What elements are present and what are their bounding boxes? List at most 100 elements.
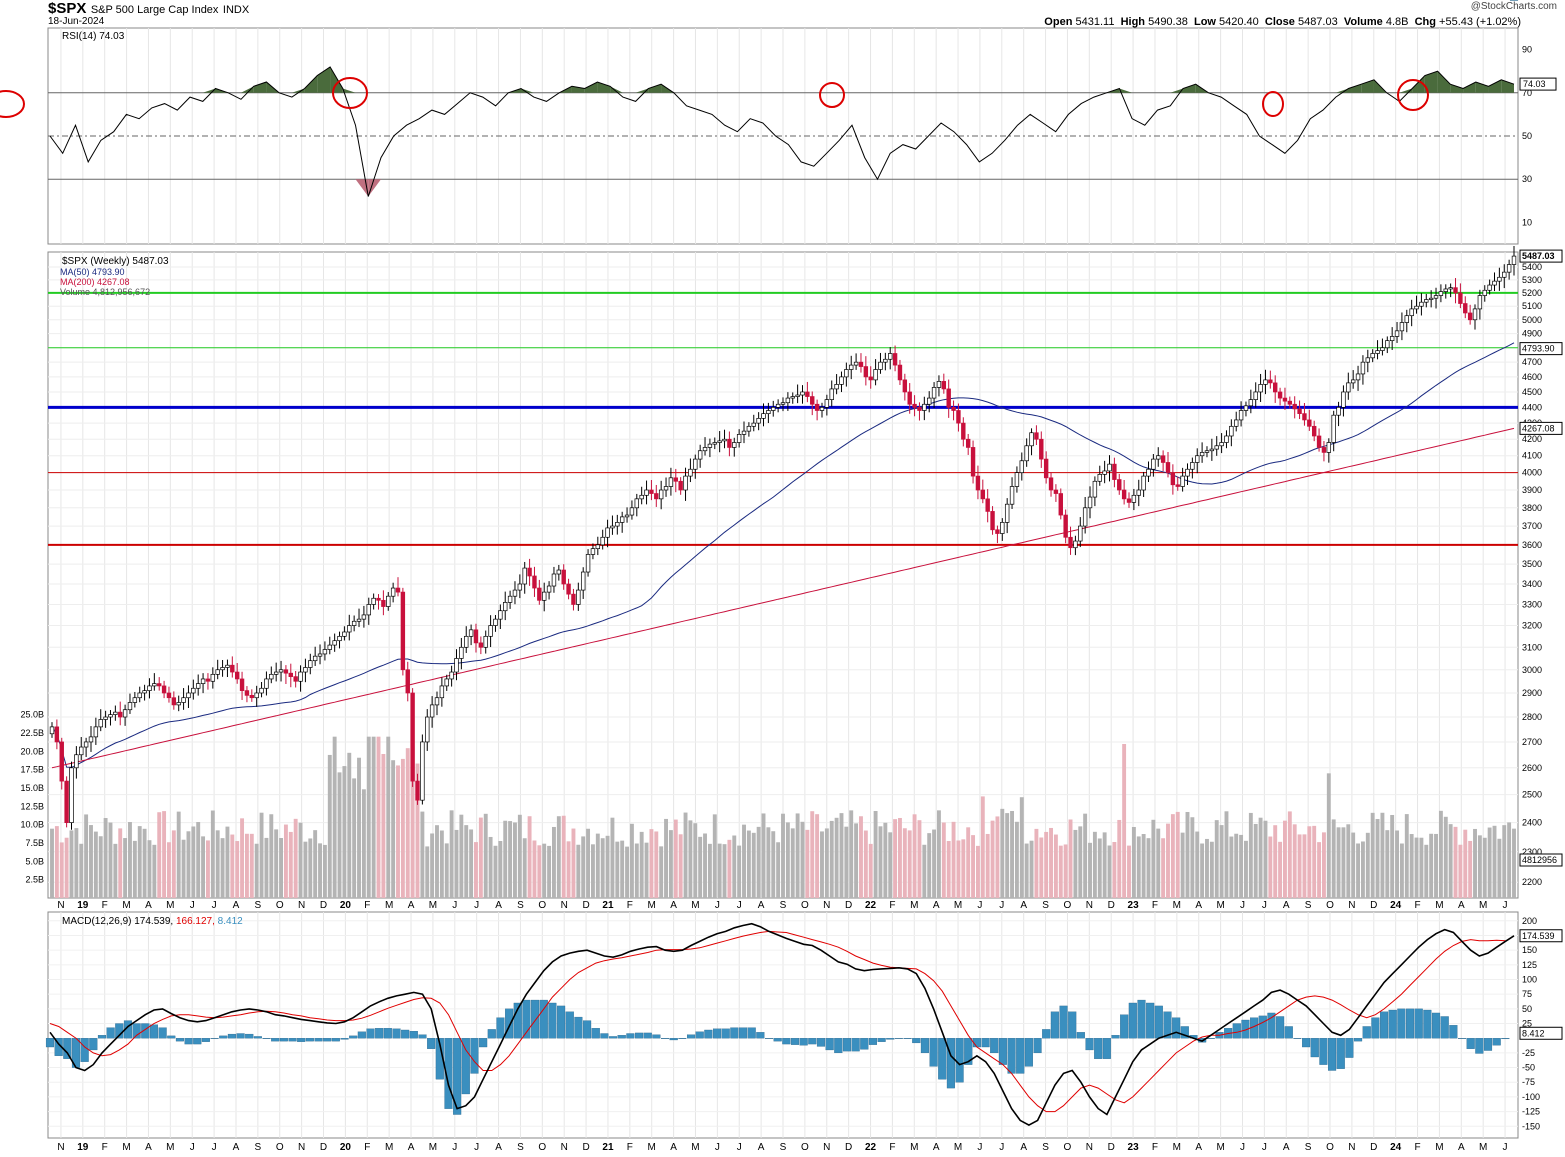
macd-histogram-bar xyxy=(1206,1038,1215,1039)
rsi-tick-label: 90 xyxy=(1522,45,1532,55)
macd-month-label: S xyxy=(517,1142,524,1153)
macd-month-label: F xyxy=(627,1142,633,1153)
macd-histogram-bar xyxy=(245,1033,254,1039)
volume-bar xyxy=(89,825,93,898)
macd-tick-label: 150 xyxy=(1522,945,1537,955)
price-tick-label: 2500 xyxy=(1522,790,1542,800)
candle-body xyxy=(317,653,323,657)
volume-bar xyxy=(1414,837,1419,898)
volume-bar xyxy=(1370,812,1375,898)
volume-bar xyxy=(244,833,249,898)
volume-bar xyxy=(1029,840,1034,898)
volume-bar xyxy=(132,840,137,898)
rsi-oversold-fill xyxy=(368,179,381,197)
candle-body xyxy=(883,358,888,363)
macd-histogram-bar xyxy=(539,999,548,1039)
macd-histogram-bar xyxy=(1302,1038,1311,1048)
macd-histogram-bar xyxy=(184,1038,193,1045)
candle-body xyxy=(381,599,386,607)
candle-body xyxy=(580,571,586,591)
candle-body xyxy=(975,475,981,491)
candle-body xyxy=(668,477,674,487)
volume-bar xyxy=(995,816,1000,898)
volume-bar xyxy=(123,838,128,898)
volume-bar xyxy=(873,811,878,898)
price-tick-label: 3900 xyxy=(1522,485,1542,495)
macd-tick-label: -50 xyxy=(1522,1063,1535,1073)
macd-histogram-bar xyxy=(167,1035,176,1039)
volume-bar xyxy=(1088,842,1092,898)
price-tick-label: 3600 xyxy=(1522,540,1542,550)
macd-month-label: 19 xyxy=(77,1142,89,1153)
volume-bar xyxy=(678,834,683,898)
volume-label: Volume xyxy=(1343,16,1383,28)
macd-histogram-bar xyxy=(738,1027,748,1039)
rsi-tick-label: 10 xyxy=(1522,217,1532,227)
rsi-overbought-fill xyxy=(1119,88,1133,93)
volume-bar xyxy=(1044,831,1049,898)
candle-body xyxy=(819,407,825,411)
candle-body xyxy=(824,399,830,408)
macd-histogram-bar xyxy=(1137,999,1146,1039)
volume-bar xyxy=(746,830,751,898)
candle-body xyxy=(926,397,932,405)
macd-histogram-bar xyxy=(1440,1016,1449,1039)
candle-body xyxy=(439,685,445,699)
candle-body xyxy=(839,376,844,385)
volume-bar xyxy=(849,810,854,898)
volume-bar xyxy=(1297,834,1302,898)
price-legend: $SPX (Weekly) 5487.03 xyxy=(62,256,169,267)
rsi-overbought-fill xyxy=(1488,79,1502,93)
volume-bar xyxy=(902,828,907,898)
volume-bar xyxy=(342,766,347,898)
macd-month-label: J xyxy=(452,1142,457,1153)
candle-body xyxy=(644,489,649,496)
candle-body xyxy=(1273,382,1278,393)
volume-bar xyxy=(98,836,103,898)
rsi-overbought-fill xyxy=(648,84,662,93)
candle-body xyxy=(766,410,771,414)
macd-histogram-bar xyxy=(288,1038,297,1042)
price-month-label: A xyxy=(145,900,152,911)
annotation-circle xyxy=(819,82,845,108)
security-name: S&P 500 Large Cap Index xyxy=(90,4,219,16)
volume-bar xyxy=(1385,830,1390,898)
candle-body xyxy=(254,692,259,699)
low-label: Low xyxy=(1193,16,1216,28)
macd-month-label: F xyxy=(102,1142,108,1153)
candle-body xyxy=(892,353,898,366)
volume-bar xyxy=(1263,820,1268,898)
volume-tick-label: 5.0B xyxy=(25,856,44,866)
low-value: 5420.40 xyxy=(1219,16,1259,28)
volume-bar xyxy=(54,826,59,898)
macd-histogram-bar xyxy=(1076,1032,1085,1039)
volume-bar xyxy=(449,810,454,898)
candle-body xyxy=(1160,455,1166,463)
candle-body xyxy=(907,391,912,405)
volume-bar xyxy=(1102,832,1107,898)
macd-histogram-bar xyxy=(799,1038,808,1046)
candle-body xyxy=(897,364,903,381)
candle-body xyxy=(761,413,766,419)
macd-month-label: A xyxy=(495,1142,502,1153)
macd-month-label: J xyxy=(474,1142,479,1153)
volume-bar xyxy=(829,820,834,898)
macd-tick-label: -100 xyxy=(1522,1092,1540,1102)
macd-histogram-bar xyxy=(297,1038,306,1042)
volume-bar xyxy=(1278,841,1283,898)
volume-bar xyxy=(269,814,274,898)
macd-month-label: 24 xyxy=(1390,1142,1402,1153)
macd-histogram-bar xyxy=(45,1038,55,1048)
volume-bar xyxy=(717,843,722,898)
volume-bar xyxy=(1380,812,1385,898)
candle-body xyxy=(483,635,488,648)
candle-body xyxy=(961,422,966,440)
volume-bar xyxy=(790,828,795,898)
candle-body xyxy=(995,529,1000,534)
volume-bar xyxy=(1097,838,1102,898)
price-month-label: M xyxy=(1173,900,1181,911)
volume-bar xyxy=(781,813,785,898)
volume-bar xyxy=(503,820,508,898)
candle-body xyxy=(1341,391,1346,408)
macd-histogram-bar xyxy=(1509,0,1519,1)
